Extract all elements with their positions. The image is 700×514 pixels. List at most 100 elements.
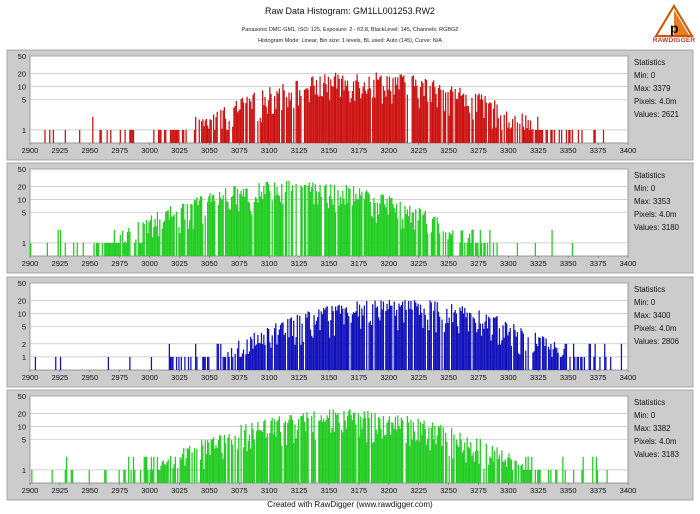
histogram-bar bbox=[307, 185, 309, 256]
histogram-bar bbox=[435, 332, 437, 370]
histogram-bar bbox=[394, 212, 397, 256]
histogram-bar bbox=[439, 85, 441, 143]
histogram-bar bbox=[187, 449, 190, 483]
histogram-bar bbox=[356, 198, 358, 256]
histogram-bar bbox=[191, 204, 193, 256]
histogram-bar bbox=[254, 345, 257, 370]
histogram-bar bbox=[174, 129, 176, 143]
histogram-bar bbox=[351, 91, 353, 143]
histogram-bar bbox=[268, 328, 270, 370]
histogram-bar bbox=[401, 219, 404, 256]
histogram-bar bbox=[468, 312, 471, 370]
histogram-bar bbox=[362, 418, 364, 483]
histogram-bar bbox=[550, 469, 552, 483]
histogram-bar bbox=[336, 414, 338, 483]
x-tick-label: 3175 bbox=[351, 373, 368, 382]
histogram-bar bbox=[151, 469, 154, 483]
histogram-bar bbox=[239, 109, 241, 143]
histogram-bar bbox=[482, 323, 484, 370]
histogram-bar bbox=[398, 89, 400, 143]
histogram-bar bbox=[348, 90, 350, 143]
histogram-bar bbox=[140, 242, 142, 256]
y-tick-label: 5 bbox=[22, 96, 26, 105]
histogram-bar bbox=[388, 196, 391, 256]
x-tick-label: 3250 bbox=[440, 486, 457, 495]
histogram-bar bbox=[104, 242, 106, 256]
histogram-bar bbox=[210, 119, 212, 143]
histogram-bar bbox=[555, 347, 557, 370]
histogram-bar bbox=[291, 336, 294, 370]
histogram-bar bbox=[257, 422, 259, 483]
histogram-bar bbox=[485, 314, 487, 370]
histogram-bar bbox=[407, 216, 410, 256]
x-tick-label: 3200 bbox=[380, 259, 397, 268]
x-tick-label: 3100 bbox=[261, 373, 278, 382]
histogram-bar bbox=[305, 184, 307, 256]
histogram-bar bbox=[333, 431, 336, 483]
x-tick-label: 3200 bbox=[380, 486, 397, 495]
x-tick-label: 3175 bbox=[351, 259, 368, 268]
histogram-bar bbox=[474, 322, 477, 370]
histogram-bar bbox=[294, 344, 296, 370]
histogram-bar bbox=[436, 107, 438, 143]
histogram-bar bbox=[364, 417, 367, 483]
histogram-bar bbox=[509, 128, 511, 143]
histogram-bar bbox=[189, 445, 191, 483]
histogram-bar bbox=[380, 300, 382, 370]
histogram-bar bbox=[256, 198, 258, 256]
histogram-bar bbox=[464, 106, 466, 143]
histogram-bar bbox=[258, 343, 260, 370]
histogram-bar bbox=[305, 313, 307, 370]
histogram-bar bbox=[270, 347, 272, 370]
histogram-bar bbox=[64, 129, 66, 143]
histogram-bar bbox=[300, 185, 302, 256]
y-tick-label: 50 bbox=[18, 392, 26, 401]
histogram-bar bbox=[106, 242, 108, 256]
histogram-bar bbox=[207, 440, 209, 483]
histogram-bar bbox=[281, 445, 283, 483]
histogram-bar bbox=[496, 315, 498, 370]
histogram-bar bbox=[431, 82, 434, 143]
y-tick-label: 5 bbox=[22, 209, 26, 218]
histogram-bar bbox=[312, 337, 314, 370]
histogram-bar bbox=[360, 416, 362, 483]
histogram-bar bbox=[462, 93, 465, 143]
histogram-bar bbox=[478, 310, 480, 370]
histogram-bar bbox=[391, 197, 393, 256]
histogram-bar bbox=[253, 92, 255, 143]
histogram-bar bbox=[461, 95, 464, 143]
histogram-bar bbox=[602, 129, 605, 143]
histogram-bar bbox=[339, 97, 342, 143]
histogram-bar bbox=[253, 332, 255, 370]
histogram-bar bbox=[271, 417, 273, 483]
histogram-bar bbox=[460, 310, 462, 370]
histogram-bar bbox=[494, 317, 496, 370]
histogram-bar bbox=[236, 348, 239, 370]
histogram-bar bbox=[321, 421, 324, 483]
histogram-bar bbox=[412, 75, 414, 143]
y-tick-label: 5 bbox=[22, 323, 26, 332]
histogram-bar bbox=[580, 356, 582, 370]
stats-pixels: Pixels: 4.0m bbox=[634, 437, 676, 446]
histogram-bar bbox=[449, 89, 452, 143]
histogram-bar bbox=[204, 440, 206, 483]
histogram-bar bbox=[51, 469, 53, 483]
histogram-bar bbox=[235, 204, 237, 256]
histogram-bar bbox=[312, 76, 314, 143]
histogram-bar bbox=[159, 129, 161, 143]
histogram-bar bbox=[393, 207, 395, 256]
histogram-bar bbox=[503, 337, 505, 370]
histogram-bar bbox=[450, 304, 453, 370]
histogram-bar bbox=[489, 229, 491, 256]
histogram-bar bbox=[492, 461, 495, 483]
histogram-bar bbox=[313, 411, 315, 483]
histogram-bar bbox=[445, 232, 447, 256]
histogram-bar bbox=[354, 412, 356, 483]
histogram-bar bbox=[447, 92, 449, 143]
histogram-bar bbox=[343, 324, 345, 370]
histogram-bar bbox=[282, 204, 284, 256]
histogram-bar bbox=[162, 460, 165, 483]
histogram-bar bbox=[232, 195, 234, 256]
histogram-bar bbox=[358, 88, 361, 143]
histogram-bar bbox=[212, 194, 215, 256]
